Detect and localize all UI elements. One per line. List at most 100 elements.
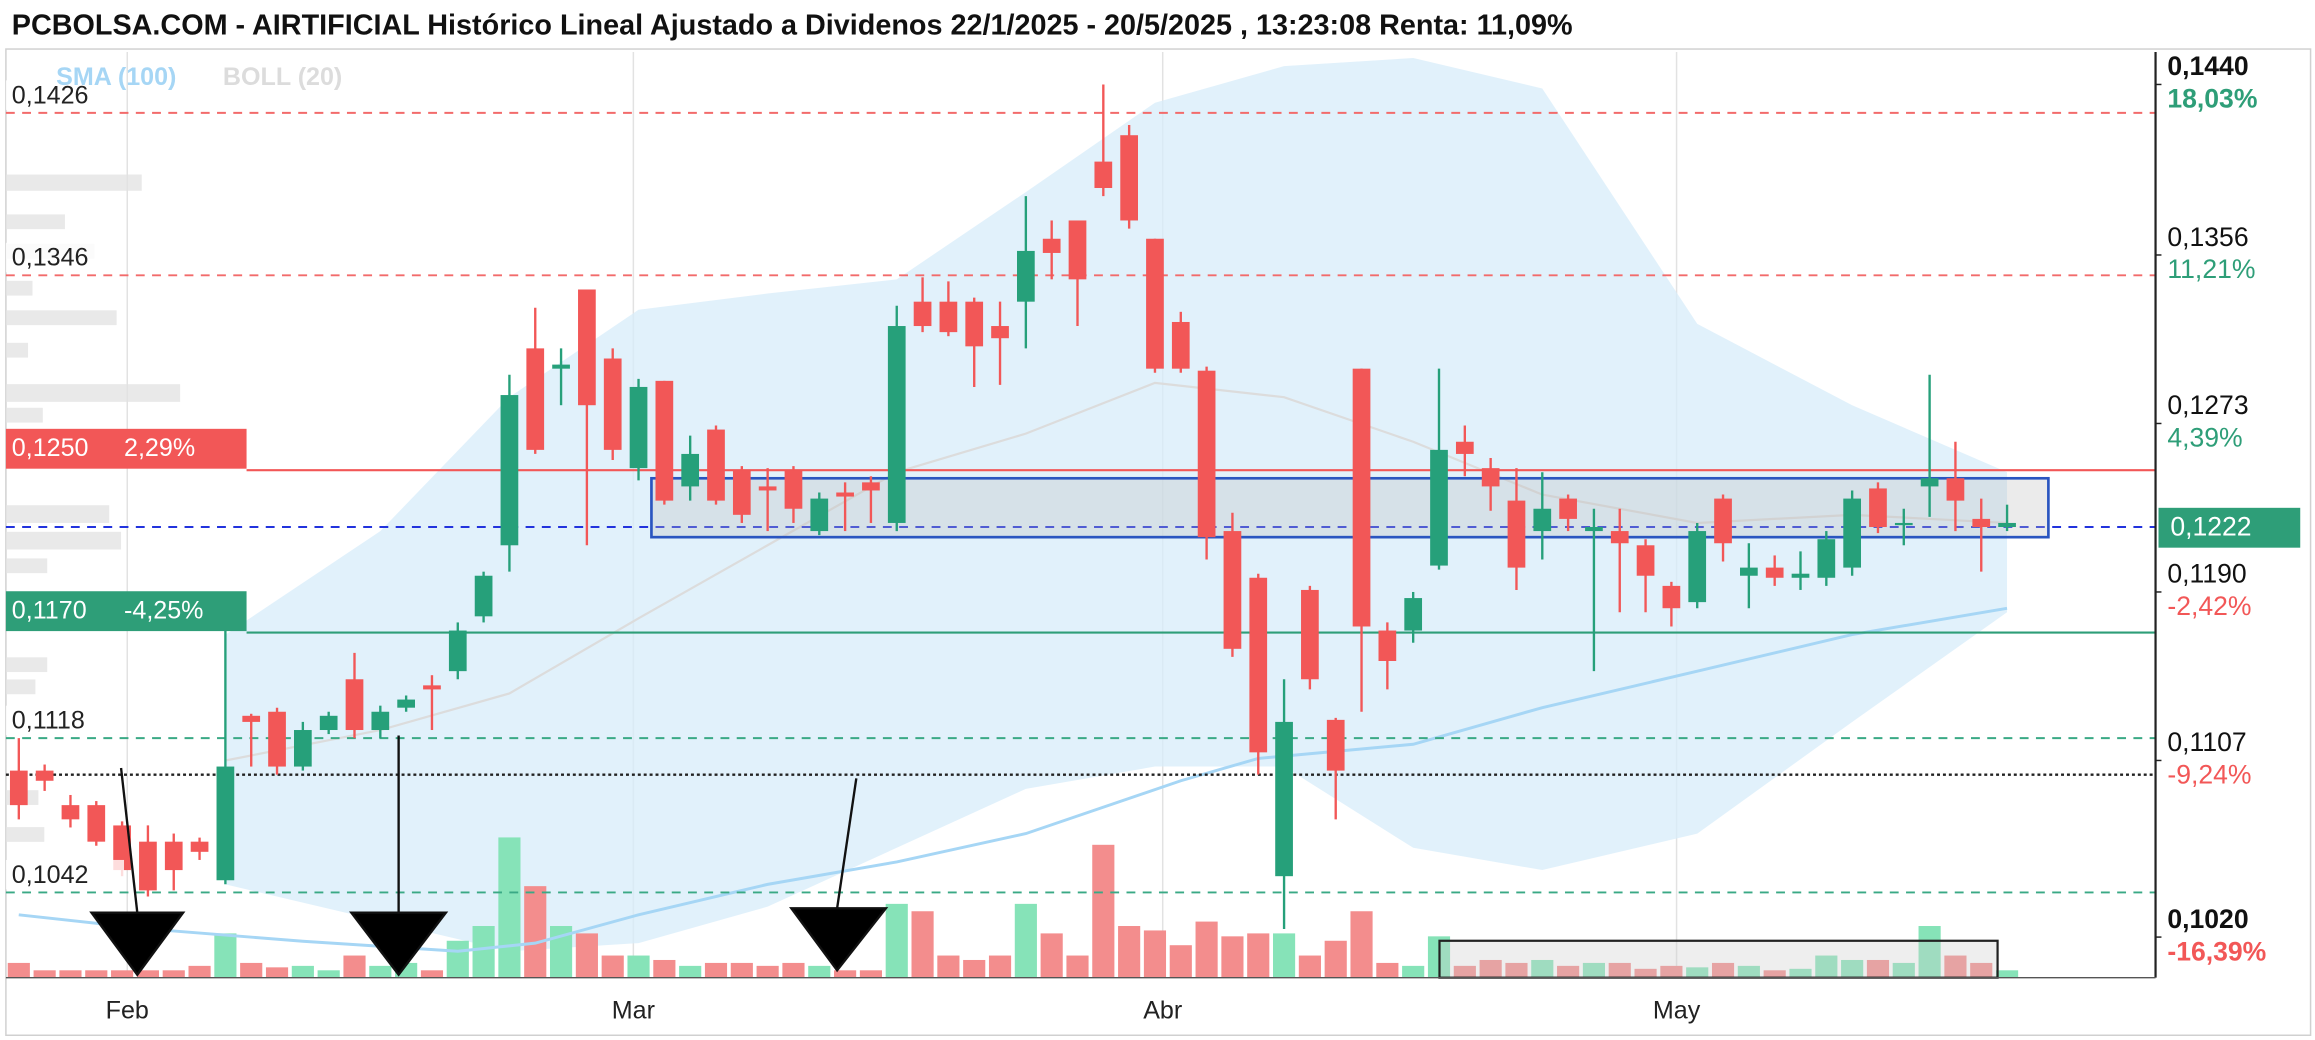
last-price-label: 0,1222 [2170,512,2251,542]
bollinger-middle [225,381,2008,762]
y-tick-label: 0,1440 [2167,51,2248,81]
legend-sma: SMA (100) [56,63,176,91]
bollinger-band [225,58,2008,952]
volume-bar [782,962,805,978]
candle-body [1197,370,1216,538]
volume-bar [1453,965,1476,978]
volume-bar [1557,965,1580,978]
volume-bar [136,970,159,978]
candle-body [1042,238,1061,253]
volume-bar [59,970,82,978]
candle-body [474,575,493,617]
level-change: -4,25% [124,597,203,625]
candle-body [1481,468,1500,487]
volume-bar [988,955,1012,978]
volume-bar [524,886,547,978]
y-tick-change: -16,39% [2167,936,2266,966]
candle-body [526,348,545,450]
volume-bar [7,962,30,978]
candle-body [1894,522,1913,526]
candle-body [578,289,596,406]
last-price-box [2158,507,2301,548]
volume-bar [1763,970,1786,978]
candle-body [139,841,157,891]
arrows [89,735,889,977]
volume-bar [1531,959,1554,978]
y-tick-change: 11,21% [2167,254,2255,284]
volume-bar [1686,967,1709,978]
candle-body [1404,598,1423,631]
volume-bar [1737,965,1760,978]
volume-bar [653,959,676,978]
candle-body [190,841,209,852]
volume-bar [730,962,753,978]
volume-bar [1014,903,1037,978]
candle-body [448,630,467,672]
level-label: 0,1250 [12,434,89,462]
volume-bar [575,933,598,978]
volume-bar [188,965,211,978]
candle-body [603,358,622,450]
y-tick-change: 4,39% [2167,423,2242,453]
volume-bar [1040,933,1063,978]
volume-bar [1918,926,1941,978]
volume-annotation-box [1438,939,1999,979]
volume-bar [343,955,366,978]
candle-body [1249,577,1268,753]
level-label: 0,1346 [12,244,89,272]
volume-bar [834,970,857,978]
arrow-head [348,911,449,977]
candle-body [319,715,338,731]
volume-bar [756,965,779,978]
volume-bar [420,970,444,978]
volume-bar [369,965,392,978]
volume-bar [265,967,289,978]
volume-bar [1582,962,1606,978]
volume-bar [498,837,521,978]
candle-body [552,364,570,369]
y-tick-change: 18,03% [2167,84,2257,114]
candle-body [216,766,235,881]
candle-body [1533,508,1552,532]
candle-body [1946,478,1965,501]
chart-title: PCBOLSA.COM - AIRTIFICIAL Histórico Line… [12,9,1573,41]
level-label: 0,1426 [12,81,89,109]
candle-body [1275,721,1293,877]
x-tick-label: Feb [106,996,149,1024]
volume-bar [1092,844,1115,978]
candle-body [1636,545,1655,576]
arrow-head [89,911,186,977]
candle-body [242,715,261,722]
candle-body [655,380,674,501]
volume-bar [33,970,56,978]
candle-body [1559,498,1577,519]
candle-body [732,470,751,515]
volume-bar [704,962,728,978]
volume-bar [1324,940,1347,978]
y-tick-change: -9,24% [2167,760,2251,790]
candle-body [1120,135,1139,221]
y-tick-label: 0,1020 [2167,904,2248,934]
volume-bar [111,970,134,978]
candle-body [61,805,80,820]
legend-boll: BOLL (20) [223,63,342,91]
candle-body [87,805,106,842]
y-tick-label: 0,1356 [2167,222,2248,252]
candle-body [1171,321,1190,369]
volume-bar [1505,962,1528,978]
candle-body [1146,238,1164,369]
volume-bar [1711,962,1735,978]
x-tick-label: Mar [612,996,655,1024]
candle-body [1714,498,1732,544]
candle-body [991,326,1009,339]
y-tick-change: -2,42% [2167,591,2251,621]
arrow-shaft [119,767,139,913]
candle-body [1920,478,1939,487]
volume-profile [5,174,181,842]
candle-body [1455,441,1474,454]
volume-bar [291,965,314,978]
candle-body [965,301,984,347]
marks-layer [9,84,2050,929]
volume-bar [1660,965,1683,978]
